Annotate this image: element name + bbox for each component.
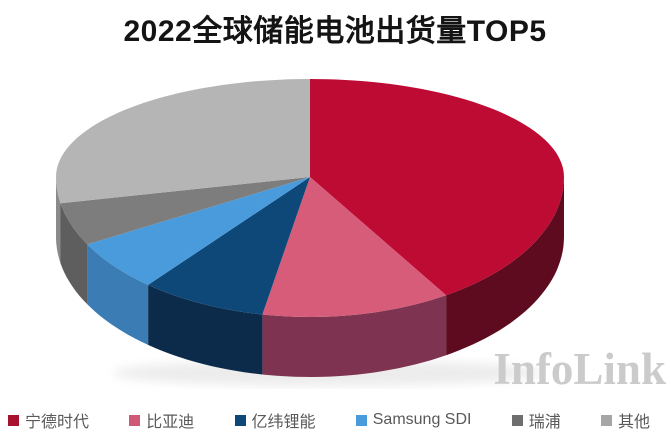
pie-slice-3 <box>87 177 311 285</box>
legend-label: 宁德时代 <box>25 414 90 431</box>
legend-swatch-icon <box>355 414 367 426</box>
pie-slice-5 <box>56 79 310 204</box>
legend-item-1: 比亚迪 <box>129 408 194 432</box>
pie-slice-side-0 <box>446 177 564 356</box>
pie-slice-2 <box>148 177 310 315</box>
legend-item-5: 其他 <box>600 408 650 432</box>
pie-slice-4 <box>60 177 310 245</box>
legend-label: Samsung SDI <box>372 411 472 428</box>
pie-slice-side-3 <box>87 244 149 345</box>
legend-swatch-icon <box>8 414 19 426</box>
pie-slice-1 <box>262 177 447 317</box>
pie-slice-side-2 <box>148 284 263 375</box>
legend-swatch-icon <box>234 414 246 426</box>
watermark-infolink: InfoLink <box>493 344 666 394</box>
legend-label: 瑞浦 <box>528 414 561 431</box>
legend-label: 亿纬锂能 <box>251 414 316 431</box>
pie-slice-side-4 <box>60 203 88 305</box>
legend-swatch-icon <box>600 414 612 426</box>
chart-title: 2022全球储能电池出货量TOP5 <box>123 15 547 48</box>
pie-slice-side-1 <box>262 295 447 377</box>
legend: 宁德时代 比亚迪 亿纬锂能 Samsung SDI 瑞浦 其他 <box>8 408 650 432</box>
legend-swatch-icon <box>511 414 523 426</box>
legend-swatch-icon <box>129 414 141 426</box>
legend-label: 其他 <box>617 414 650 431</box>
legend-item-3: Samsung SDI <box>355 411 472 429</box>
legend-label: 比亚迪 <box>146 414 195 431</box>
pie-slice-side-5 <box>56 177 61 264</box>
legend-item-0: 宁德时代 <box>8 408 89 432</box>
pie-slice-0 <box>310 79 564 296</box>
legend-item-4: 瑞浦 <box>511 408 561 432</box>
legend-item-2: 亿纬锂能 <box>234 408 316 432</box>
